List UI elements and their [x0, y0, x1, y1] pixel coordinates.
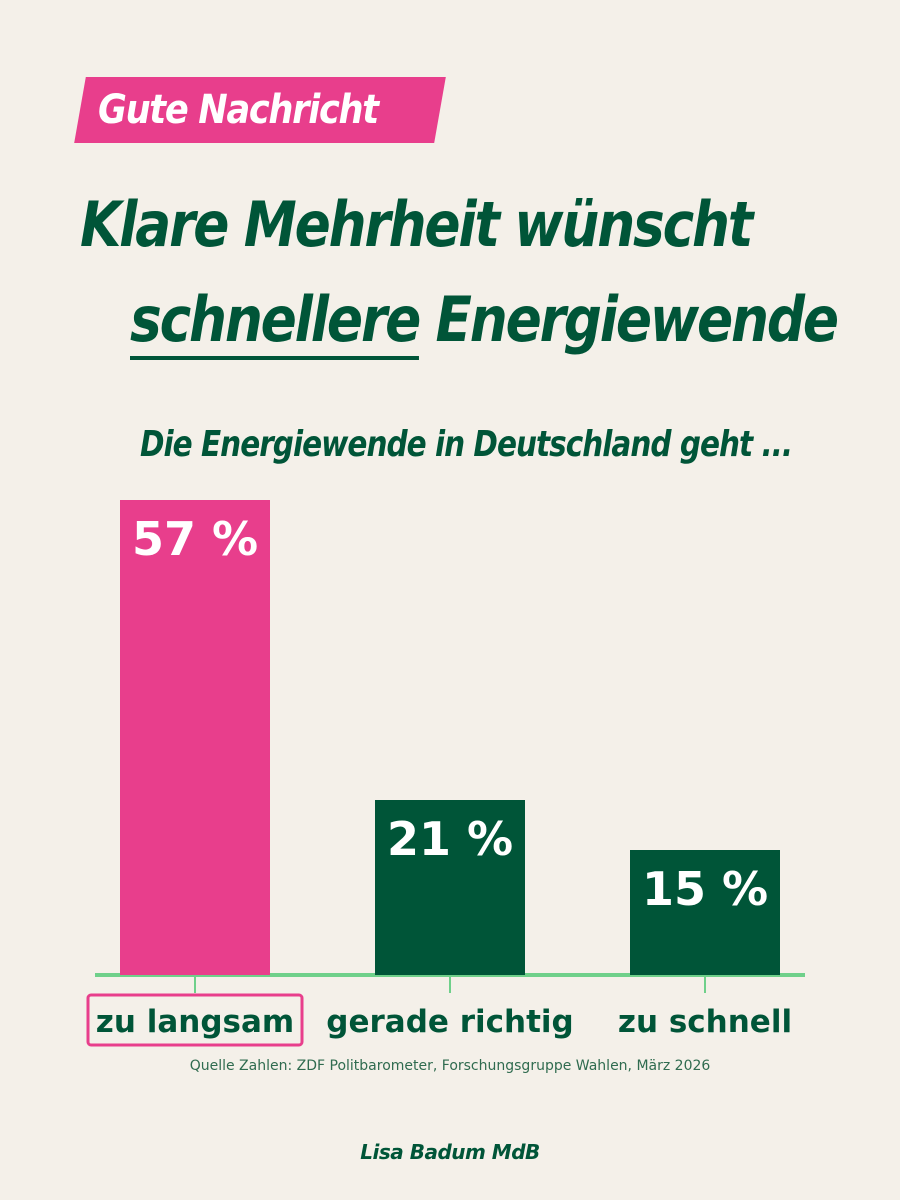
bar-chart: 57 % zu langsam 21 % gerade richtig 15 % zu s… — [86, 500, 805, 1047]
headline-line-2: schnellere Energiewende — [130, 280, 840, 360]
chart-title: Die Energiewende in Deutschland geht ... — [140, 424, 793, 465]
source-note: Quelle Zahlen: ZDF Politbarometer, Forsc… — [189, 1058, 711, 1074]
highlight-box — [86, 993, 304, 1047]
headline-line-2-rest: Energiewende — [419, 283, 840, 356]
bar-value-label-2: 21 % — [387, 812, 513, 866]
bar-2 — [375, 800, 525, 975]
headline-line-1: Klare Mehrheit wünscht — [80, 188, 753, 261]
x-tick-label-2: gerade richtig — [326, 1004, 573, 1040]
x-tick-label-3: zu schnell — [618, 1004, 792, 1040]
badge-label: Gute Nachricht — [98, 87, 379, 133]
bar-value-label-3: 15 % — [642, 862, 768, 916]
bar-value-label-1: 57 % — [132, 512, 258, 566]
author-signature: Lisa Badum MdB — [360, 1140, 540, 1164]
headline-highlight-word: schnellere — [130, 280, 421, 360]
bar-1 — [120, 500, 270, 975]
bar-3 — [630, 850, 780, 975]
x-tick-label-1: zu langsam — [96, 1004, 294, 1040]
